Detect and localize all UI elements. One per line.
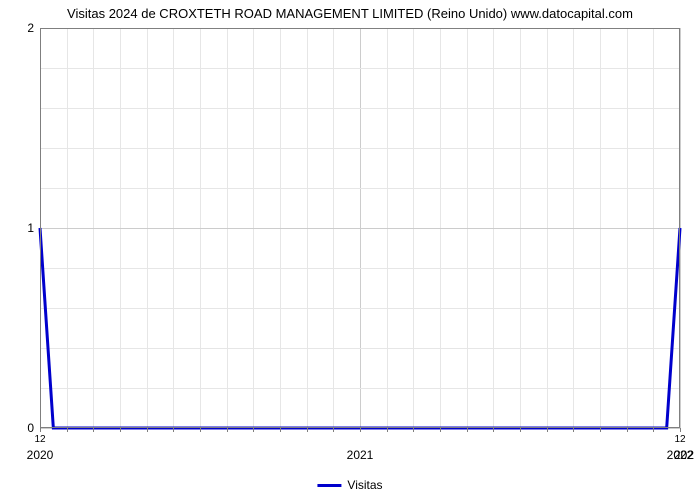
x-minor-tick	[227, 428, 228, 432]
x-minor-tick	[680, 428, 681, 432]
x-major-label-cropped: 202	[674, 448, 694, 462]
chart-container: Visitas 2024 de CROXTETH ROAD MANAGEMENT…	[0, 0, 700, 500]
legend-label: Visitas	[347, 478, 382, 492]
x-minor-tick	[360, 428, 361, 432]
y-tick-label: 2	[27, 21, 34, 35]
x-minor-tick	[173, 428, 174, 432]
plot-area	[40, 28, 680, 428]
x-minor-tick	[67, 428, 68, 432]
x-minor-tick	[467, 428, 468, 432]
x-minor-tick	[307, 428, 308, 432]
y-tick-label: 0	[27, 421, 34, 435]
x-minor-label: 12	[34, 434, 45, 445]
x-minor-tick	[600, 428, 601, 432]
x-minor-tick	[253, 428, 254, 432]
x-minor-tick	[413, 428, 414, 432]
legend-swatch	[317, 484, 341, 487]
x-minor-tick	[120, 428, 121, 432]
x-minor-tick	[653, 428, 654, 432]
grid-major-v	[680, 28, 681, 428]
legend: Visitas	[317, 478, 382, 492]
x-minor-tick	[200, 428, 201, 432]
x-minor-tick	[147, 428, 148, 432]
x-major-label: 2020	[27, 448, 54, 462]
x-minor-tick	[387, 428, 388, 432]
y-tick-label: 1	[27, 221, 34, 235]
x-minor-tick	[493, 428, 494, 432]
chart-title: Visitas 2024 de CROXTETH ROAD MANAGEMENT…	[67, 6, 633, 21]
plot-border	[40, 28, 680, 428]
x-minor-tick	[547, 428, 548, 432]
x-minor-tick	[333, 428, 334, 432]
x-minor-tick	[93, 428, 94, 432]
x-major-label: 2021	[347, 448, 374, 462]
x-minor-tick	[40, 428, 41, 432]
x-minor-label: 12	[674, 434, 685, 445]
x-minor-tick	[280, 428, 281, 432]
x-minor-tick	[520, 428, 521, 432]
x-minor-tick	[573, 428, 574, 432]
x-minor-tick	[440, 428, 441, 432]
x-minor-tick	[627, 428, 628, 432]
